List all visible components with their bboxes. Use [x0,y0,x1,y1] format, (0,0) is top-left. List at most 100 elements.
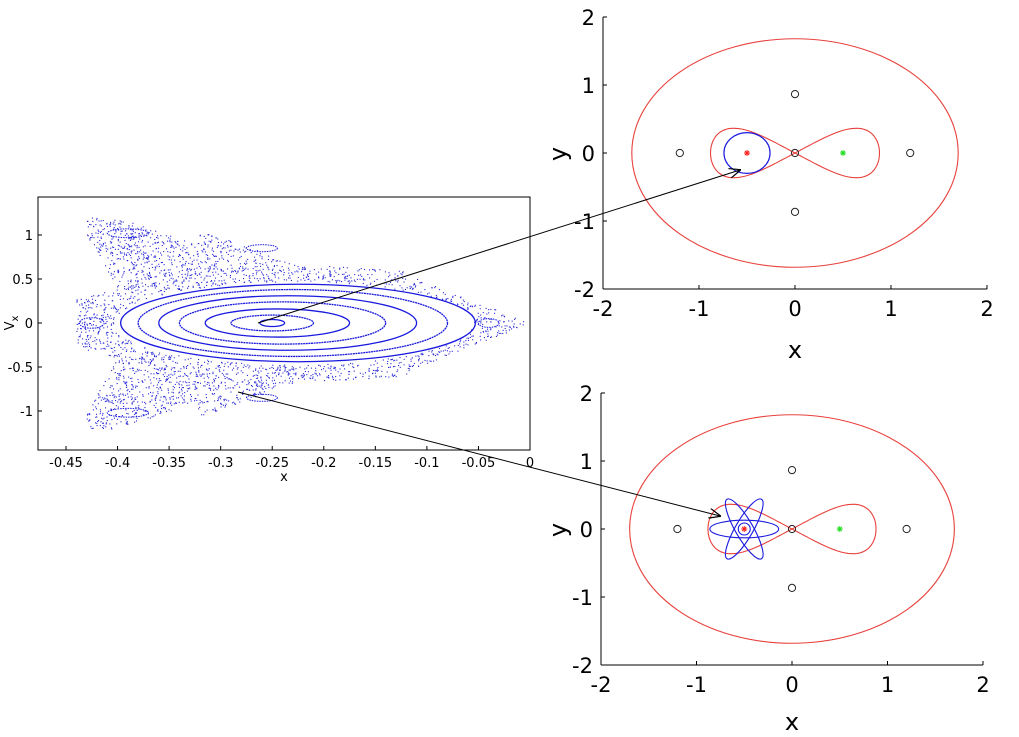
chaotic-point [192,383,194,385]
chaotic-point [114,372,116,374]
chaotic-point [141,232,143,234]
chaotic-point [132,350,134,352]
chaotic-point [231,267,233,269]
chaotic-point [162,279,164,281]
chaotic-point [436,296,438,298]
chaotic-point [274,272,276,274]
chaotic-point [376,370,378,372]
chaotic-point [346,267,348,269]
chaotic-point [215,375,217,377]
chaotic-point [204,242,206,244]
chaotic-point [284,261,286,263]
chaotic-point [172,255,174,257]
chaotic-point [119,251,121,253]
chaotic-point [414,286,416,288]
chaotic-point [271,261,273,263]
chaotic-point [174,383,176,385]
chaotic-point [122,348,124,350]
chaotic-point [170,277,172,279]
chaotic-point [272,280,274,282]
chaotic-point [186,382,188,384]
chaotic-point [489,318,491,320]
chaotic-point [330,373,332,375]
chaotic-point [120,233,122,235]
chaotic-point [273,273,275,275]
chaotic-point [306,276,308,278]
chaotic-point [116,308,118,310]
chaotic-point [115,343,117,345]
chaotic-point [204,268,206,270]
chaotic-point [106,422,108,424]
chaotic-point [490,328,492,330]
chaotic-point [191,243,193,245]
chaotic-point [394,273,396,275]
chaotic-point [420,362,422,364]
chaotic-point [131,302,133,304]
chaotic-point [131,403,133,405]
chaotic-point [168,409,170,411]
chaotic-point [190,277,192,279]
chaotic-point [364,269,366,271]
chaotic-point [267,375,269,377]
chaotic-point [422,353,424,355]
chaotic-point [375,375,377,377]
chaotic-point [117,248,119,250]
y-tick-label: 0 [582,142,595,166]
chaotic-point [159,412,161,414]
chaotic-point [193,259,195,261]
chaotic-point [156,387,158,389]
chaotic-point [84,328,86,330]
chaotic-point [168,356,170,358]
chaotic-point [183,279,185,281]
chaotic-point [212,373,214,375]
chaotic-point [394,365,396,367]
chaotic-point [218,385,220,387]
chaotic-point [344,279,346,281]
chaotic-point [225,272,227,274]
chaotic-point [303,375,305,377]
chaotic-point [88,342,90,344]
chaotic-point [226,245,228,247]
chaotic-point [144,294,146,296]
chaotic-point [95,232,97,234]
chaotic-point [214,400,216,402]
chaotic-point [108,304,110,306]
chaotic-point [237,367,239,369]
chaotic-point [109,387,111,389]
chaotic-point [118,229,120,231]
chaotic-point [215,387,217,389]
chaotic-point [250,385,252,387]
chaotic-point [198,287,200,289]
chaotic-point [102,242,104,244]
chaotic-point [247,380,249,382]
chaotic-point [349,371,351,373]
chaotic-point [190,269,192,271]
chaotic-point [154,354,156,356]
chaotic-point [165,248,167,250]
chaotic-point [125,242,127,244]
chaotic-point [198,369,200,371]
chaotic-point [196,259,198,261]
chaotic-point [199,399,201,401]
chaotic-point [227,246,229,248]
chaotic-point [85,314,87,316]
chaotic-point [254,382,256,384]
chaotic-point [272,367,274,369]
chaotic-point [155,282,157,284]
chaotic-point [504,325,506,327]
chaotic-point [263,277,265,279]
chaotic-point [259,269,261,271]
chaotic-point [504,328,506,330]
chaotic-point [469,333,471,335]
chaotic-point [172,360,174,362]
chaotic-point [230,264,232,266]
chaotic-point [95,348,97,350]
chaotic-point [248,276,250,278]
chaotic-point [137,299,139,301]
chaotic-point [225,388,227,390]
chaotic-point [256,250,258,252]
chaotic-point [169,251,171,253]
chaotic-point [109,394,111,396]
chaotic-point [188,253,190,255]
